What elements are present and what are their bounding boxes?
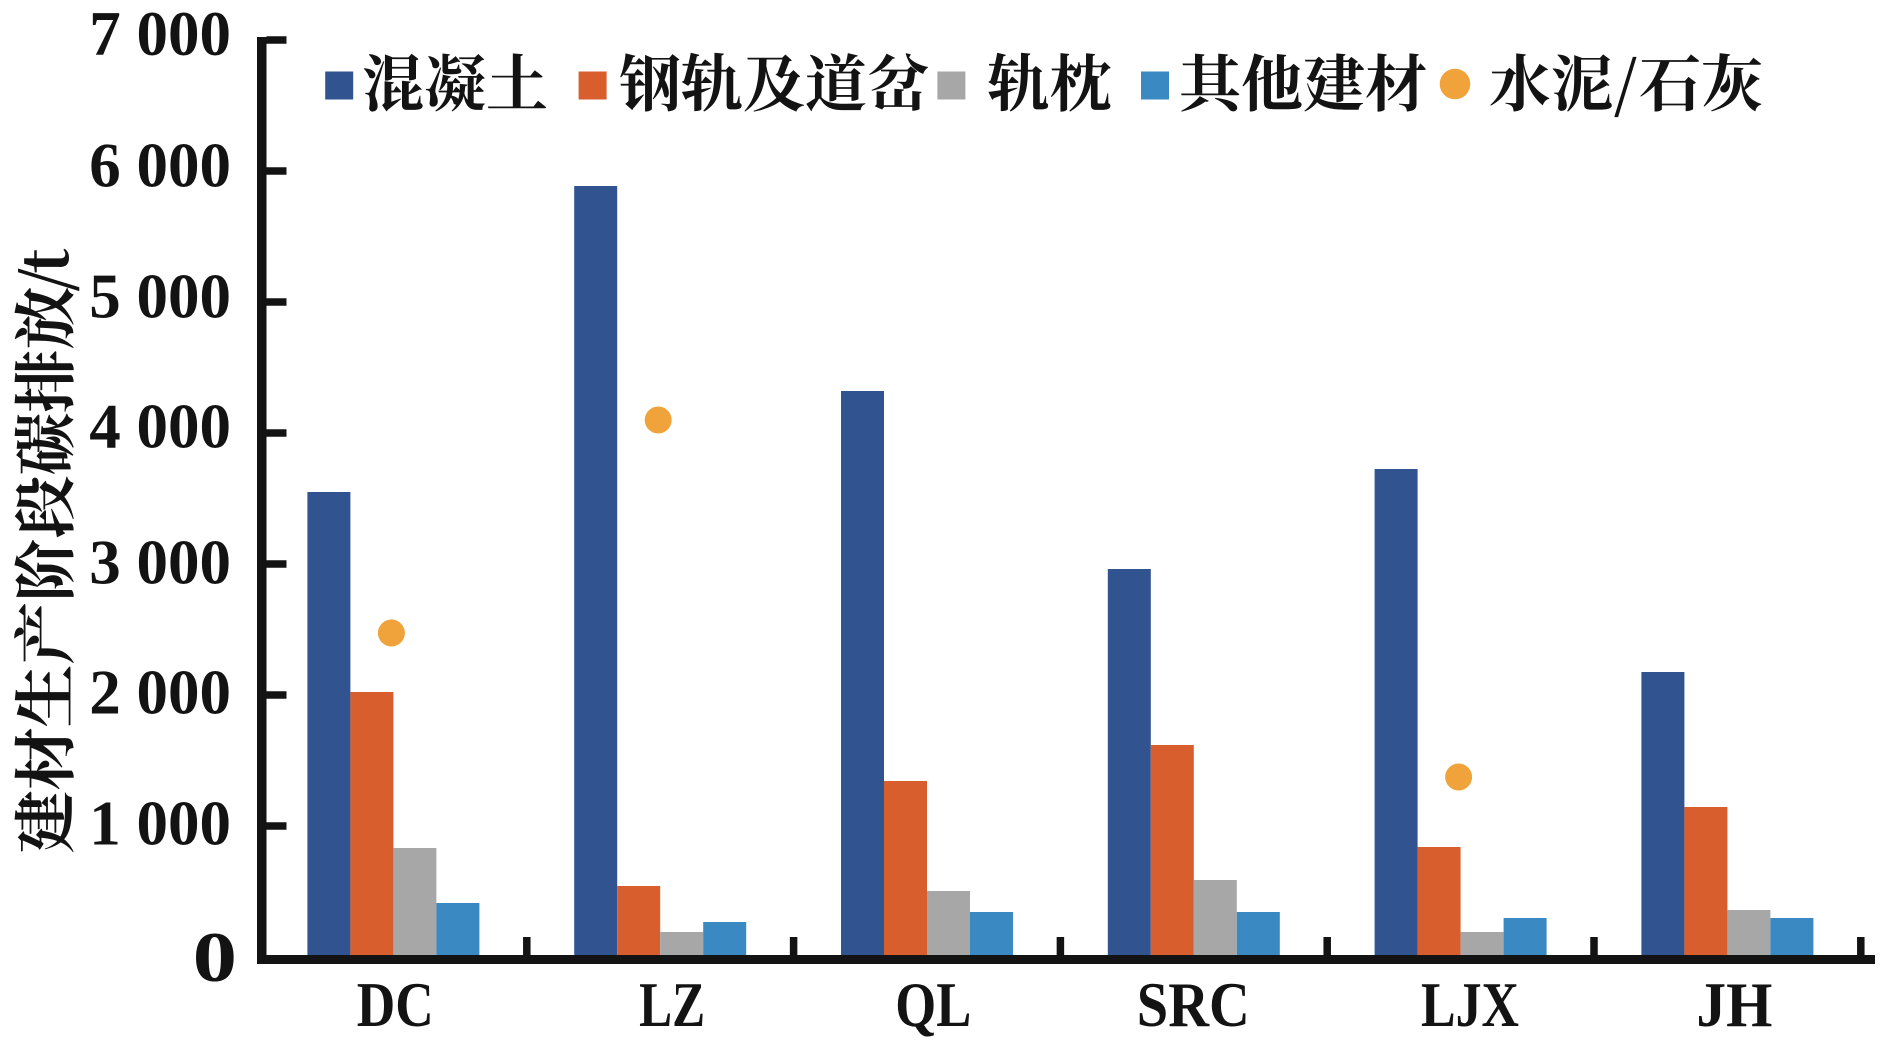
svg-text:5 000: 5 000 <box>89 261 231 331</box>
svg-text:6 000: 6 000 <box>89 130 231 200</box>
svg-text:QL: QL <box>895 970 971 1040</box>
svg-text:JH: JH <box>1696 970 1772 1040</box>
svg-text:SRC: SRC <box>1137 970 1250 1040</box>
svg-text:7 000: 7 000 <box>89 0 231 69</box>
svg-text:LJX: LJX <box>1421 970 1519 1040</box>
svg-text:1 000: 1 000 <box>89 788 231 858</box>
svg-text:4 000: 4 000 <box>89 391 231 461</box>
svg-text:LZ: LZ <box>639 970 705 1040</box>
svg-text:3 000: 3 000 <box>89 527 231 597</box>
svg-text:DC: DC <box>357 970 434 1040</box>
svg-text:2 000: 2 000 <box>89 657 231 727</box>
svg-text:0: 0 <box>193 918 237 997</box>
